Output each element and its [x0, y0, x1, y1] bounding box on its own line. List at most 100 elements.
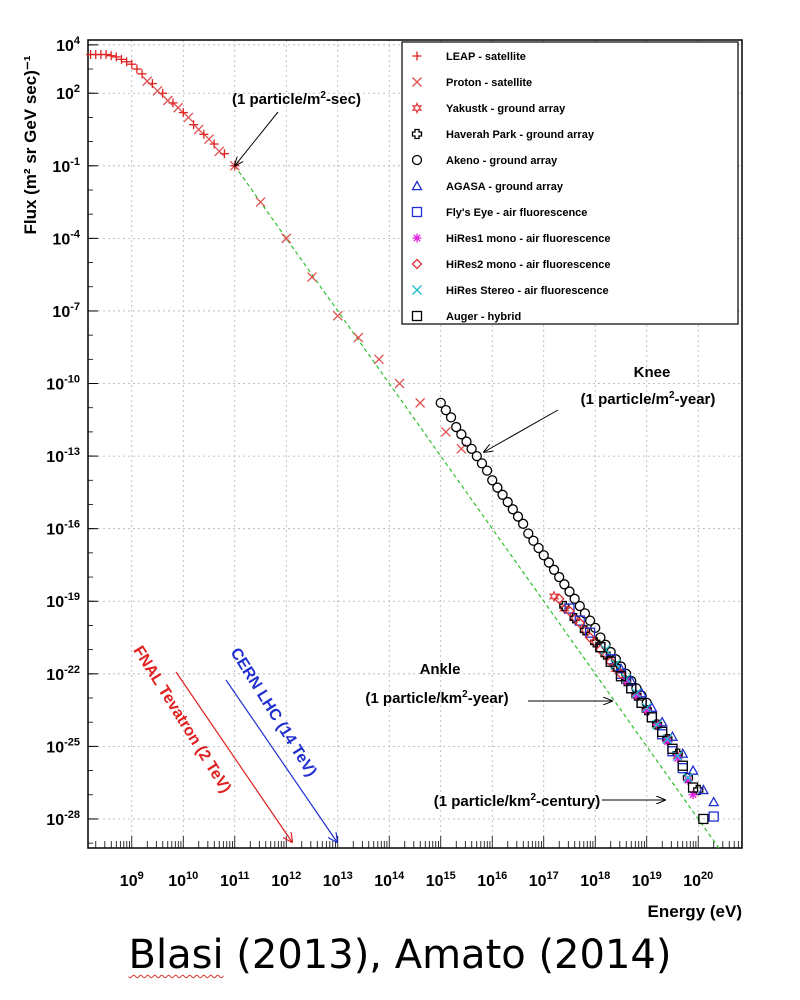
data-point [564, 603, 575, 614]
tick-label: 1010 [168, 870, 198, 890]
fnal-arrow [175, 671, 292, 842]
legend-marker [412, 233, 422, 243]
legend-entry: HiRes Stereo - air fluorescence [446, 285, 609, 297]
legend-marker [411, 154, 423, 166]
data-point [122, 57, 132, 67]
data-point [142, 76, 153, 87]
tick-label: 10-25 [46, 736, 80, 756]
data-point [698, 813, 709, 825]
series-1 [142, 76, 467, 454]
data-point [507, 504, 518, 515]
annotation-arrow [235, 111, 279, 166]
data-point [548, 590, 560, 603]
tick-label: 104 [56, 35, 81, 55]
data-point [584, 632, 596, 643]
legend-entry: Proton - satellite [446, 77, 532, 89]
data-point [492, 482, 503, 493]
data-point [440, 426, 451, 437]
tick-labels: 109 1010 1011 1012 1013 1014 1015 1016 1017 1018 1… [46, 35, 713, 890]
data-point [646, 712, 658, 723]
tick-label: 1018 [580, 870, 610, 890]
legend-box [401, 41, 739, 325]
data-point [584, 627, 596, 638]
legend-marker [412, 51, 422, 61]
tick-label: 10-19 [46, 591, 80, 611]
legend-marker [411, 310, 423, 322]
data-point [193, 124, 204, 135]
data-point [538, 550, 549, 561]
tick-label: 10-7 [52, 301, 80, 321]
data-point [595, 642, 606, 653]
data-point [574, 615, 585, 626]
data-point [584, 615, 596, 626]
legend-entry: Haverah Park - ground array [446, 129, 595, 141]
legend-marker [412, 77, 422, 87]
data-series [86, 50, 720, 825]
data-point [435, 397, 446, 409]
data-point [189, 120, 199, 130]
flux-chart: 109 1010 1011 1012 1013 1014 1015 1016 1017 1018 1… [21, 35, 743, 921]
legend-entry: Auger - hybrid [446, 311, 521, 323]
data-point [199, 129, 209, 139]
data-point [461, 436, 472, 447]
data-point [394, 378, 405, 389]
data-point [687, 764, 699, 775]
annotation-3: Ankle [420, 661, 461, 678]
tick-label: 1011 [220, 870, 249, 890]
data-point [708, 796, 720, 807]
data-point [615, 663, 627, 674]
tick-label: 102 [56, 83, 80, 103]
data-point [487, 475, 498, 486]
legend-entry: Fly's Eye - air fluorescence [446, 207, 587, 219]
data-point [533, 542, 544, 554]
data-point [466, 443, 477, 454]
data-point [116, 54, 126, 64]
data-point [471, 450, 482, 462]
data-point [173, 102, 184, 113]
legend-marker [412, 285, 422, 295]
annotation-5: (1 particle/km2-century) [434, 792, 600, 810]
tick-label: 10-4 [52, 228, 80, 248]
data-point [127, 59, 137, 69]
data-point [667, 743, 678, 754]
data-point [564, 605, 575, 617]
data-point [605, 656, 616, 667]
annotation-1: Knee [634, 364, 671, 381]
data-point [548, 564, 560, 575]
data-point [152, 85, 163, 96]
data-point [445, 412, 457, 423]
data-point [677, 760, 688, 771]
data-point [101, 50, 111, 60]
data-point [682, 772, 693, 783]
tick-label: 1013 [323, 870, 353, 890]
data-point [132, 64, 142, 74]
data-point [162, 95, 173, 106]
annotation-2: (1 particle/m2-year) [581, 390, 716, 408]
data-point [574, 617, 586, 629]
data-point [204, 134, 214, 145]
series-0 [86, 50, 240, 171]
tick-label: 10-28 [46, 809, 80, 829]
tick-label: 1017 [529, 870, 559, 890]
data-point [111, 52, 121, 62]
tick-label: 1015 [426, 870, 456, 890]
fnal-tevatron-label: FNAL Tevatron (2 TeV) [130, 643, 234, 796]
data-point [574, 600, 585, 612]
data-point [281, 233, 292, 244]
x-axis-label: Energy (eV) [648, 902, 742, 921]
data-point [456, 429, 467, 440]
legend-entry: HiRes1 mono - air fluorescence [446, 233, 610, 245]
tick-label: 1014 [374, 870, 405, 890]
legend-entry: LEAP - satellite [446, 51, 526, 63]
legend-entry: AGASA - ground array [446, 181, 564, 193]
legend: LEAP - satellite Proton - satellite Yakust… [401, 41, 739, 325]
data-point [636, 697, 647, 709]
series-3 [559, 600, 704, 796]
data-point [615, 671, 627, 682]
series-7 [621, 676, 698, 800]
tick-label: 10-22 [46, 664, 80, 684]
annotation-arrow [484, 409, 559, 452]
data-point [657, 726, 668, 738]
data-point [569, 593, 580, 604]
data-point [451, 421, 462, 433]
